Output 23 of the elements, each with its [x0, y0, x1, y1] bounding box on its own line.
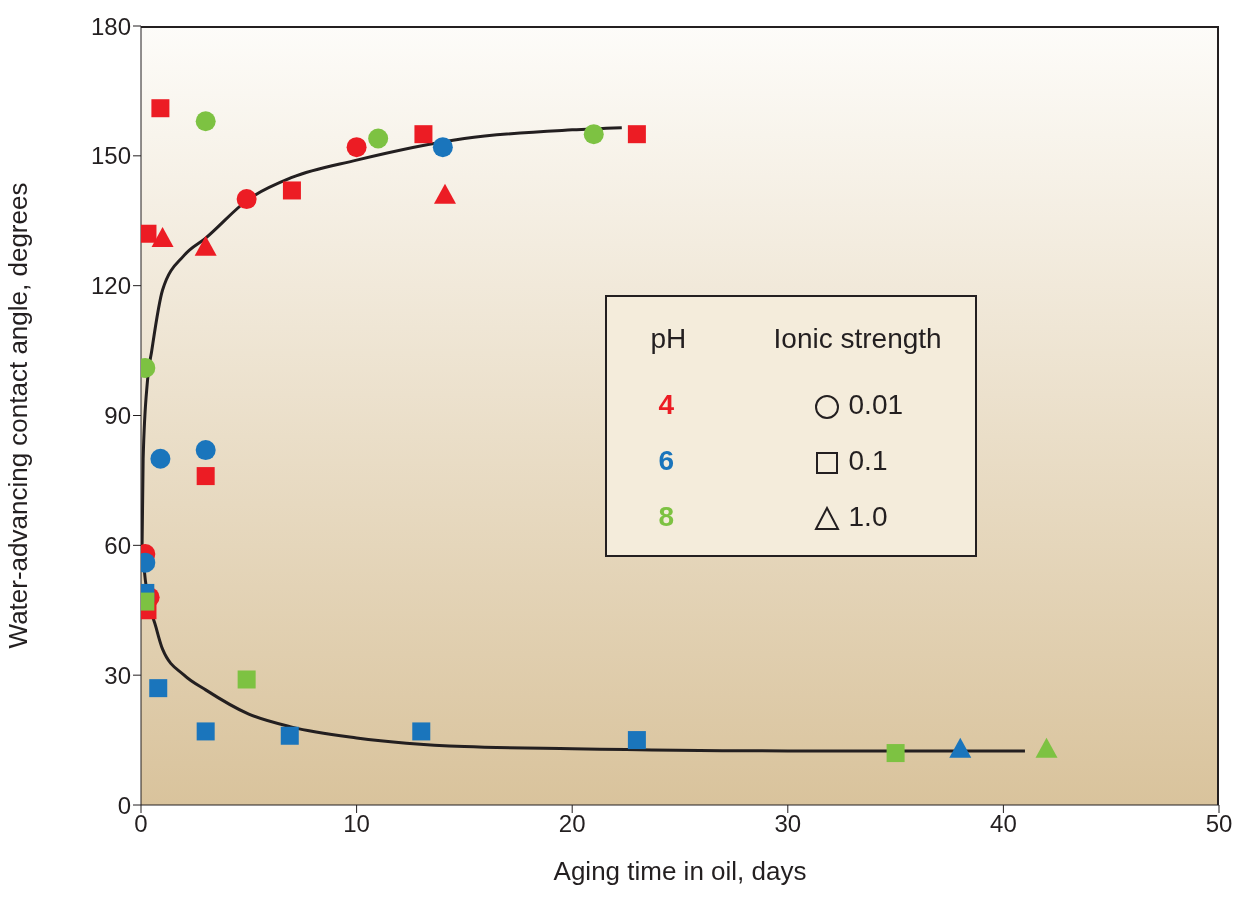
annotation: 4 — [658, 388, 675, 421]
x-tick-label: 30 — [774, 810, 802, 838]
y-tick-label: 150 — [90, 142, 131, 170]
annotation: Ionic strength — [773, 322, 942, 355]
y-tick-label: 60 — [104, 531, 131, 559]
y-tick-label: 180 — [90, 12, 131, 40]
y-tick-label: 30 — [104, 661, 131, 689]
annotation: 0.01 — [848, 388, 904, 421]
x-tick-label: 50 — [1205, 810, 1233, 838]
x-tick-label: 0 — [134, 810, 148, 838]
y-tick-label: 120 — [90, 272, 131, 300]
x-tick-label: 40 — [990, 810, 1017, 838]
annotation: 6 — [658, 444, 675, 477]
annotation: 1.0 — [848, 500, 888, 533]
x-tick-label: 20 — [558, 810, 586, 838]
annotation: pH — [650, 322, 687, 355]
y-tick-label: 0 — [117, 791, 131, 819]
x-tick-label: 10 — [343, 810, 370, 838]
y-axis-title: Water-advancing contact angle, degrees — [3, 182, 34, 649]
x-axis-title: Aging time in oil, days — [553, 856, 807, 886]
annotation: 8 — [658, 500, 675, 533]
annotation: 0.1 — [848, 444, 888, 477]
y-tick-label: 90 — [104, 402, 131, 430]
